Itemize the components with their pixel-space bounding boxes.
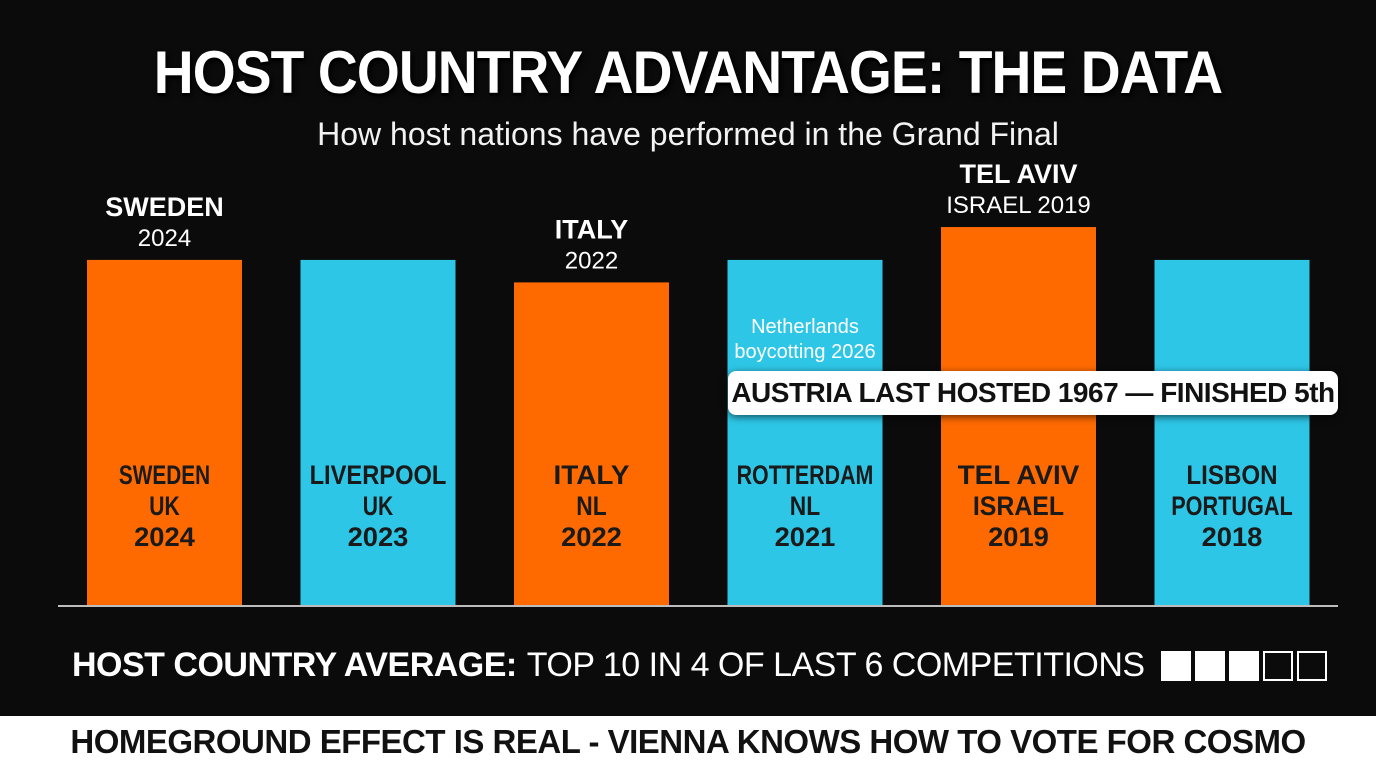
austria-note-text: AUSTRIA LAST HOSTED 1967 — FINISHED 5th bbox=[731, 377, 1335, 408]
bar-label-3-2: 2021 bbox=[775, 522, 836, 552]
rating-squares bbox=[1160, 650, 1327, 681]
bar-label-2-2: 2022 bbox=[561, 522, 622, 552]
bar-top-label-2-0: ITALY bbox=[555, 214, 629, 244]
bar-label-1-0: LIVERPOOL bbox=[310, 460, 447, 490]
bar-0 bbox=[87, 259, 242, 606]
rating-square-filled bbox=[1160, 650, 1191, 681]
bar-label-5-1: PORTUGAL bbox=[1171, 491, 1293, 521]
bar-top-label-0-1: 2024 bbox=[138, 225, 191, 252]
bar-3 bbox=[727, 259, 883, 606]
bar-label-5-0: LISBON bbox=[1186, 460, 1277, 490]
host-average-summary: HOST COUNTRY AVERAGE: TOP 10 IN 4 OF LAS… bbox=[72, 646, 1327, 685]
bar-label-5-2: 2018 bbox=[1202, 522, 1263, 552]
bar-inner-note-3-0: Netherlands bbox=[751, 316, 859, 338]
bar-label-0-1: UK bbox=[149, 491, 180, 521]
bar-label-0-2: 2024 bbox=[134, 522, 195, 552]
bar-label-1-1: UK bbox=[363, 491, 394, 521]
bar-label-2-1: NL bbox=[576, 491, 606, 521]
rating-square-empty bbox=[1296, 650, 1327, 681]
austria-note-callout: AUSTRIA LAST HOSTED 1967 — FINISHED 5th bbox=[728, 371, 1338, 415]
bar-label-1-2: 2023 bbox=[348, 522, 409, 552]
rating-square-filled bbox=[1194, 650, 1225, 681]
footer-text: HOMEGROUND EFFECT IS REAL - VIENNA KNOWS… bbox=[70, 723, 1306, 760]
bar-inner-note-3-1: boycotting 2026 bbox=[734, 341, 875, 363]
chart-title: HOST COUNTRY ADVANTAGE: THE DATA bbox=[153, 39, 1223, 106]
bar-label-3-1: NL bbox=[790, 491, 820, 521]
rating-square-filled bbox=[1228, 650, 1259, 681]
rating-square-empty bbox=[1262, 650, 1293, 681]
bar-label-4-2: 2019 bbox=[988, 522, 1049, 552]
average-lead: HOST COUNTRY AVERAGE: bbox=[72, 646, 517, 684]
bar-label-3-0: ROTTERDAM bbox=[737, 460, 874, 490]
average-text: TOP 10 IN 4 OF LAST 6 COMPETITIONS bbox=[526, 646, 1145, 684]
bar-label-0-0: SWEDEN bbox=[119, 460, 210, 490]
bar-5 bbox=[1154, 259, 1310, 606]
bar-top-label-2-1: 2022 bbox=[565, 247, 618, 274]
bar-4 bbox=[941, 227, 1096, 606]
bar-1 bbox=[300, 259, 456, 606]
bar-top-label-0-0: SWEDEN bbox=[105, 192, 224, 222]
bar-top-label-4-1: ISRAEL 2019 bbox=[946, 192, 1091, 219]
bar-top-label-4-0: TEL AVIV bbox=[959, 159, 1077, 189]
bar-label-2-0: ITALY bbox=[554, 460, 630, 490]
footer-banner: HOMEGROUND EFFECT IS REAL - VIENNA KNOWS… bbox=[0, 716, 1376, 768]
bar-2 bbox=[514, 282, 669, 606]
bar-label-4-1: ISRAEL bbox=[973, 491, 1064, 521]
bar-label-4-0: TEL AVIV bbox=[958, 460, 1080, 490]
chart-subtitle: How host nations have performed in the G… bbox=[317, 116, 1059, 152]
bar-chart: SWEDENUK2024SWEDEN2024LIVERPOOLUK2023ITA… bbox=[58, 159, 1338, 607]
